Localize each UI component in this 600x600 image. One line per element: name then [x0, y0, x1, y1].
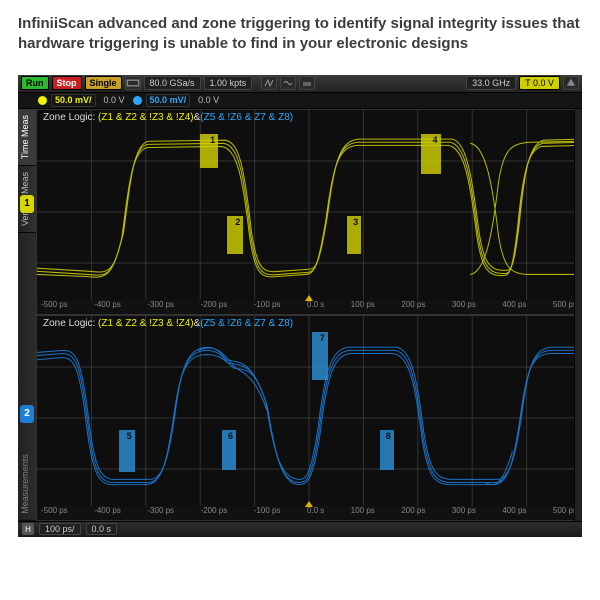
side-tab-strip: Time Meas Vertical Meas Measurements: [18, 109, 36, 521]
tab-measurements[interactable]: Measurements: [18, 233, 36, 521]
ch2-ground-marker[interactable]: 2: [20, 405, 34, 423]
memory-depth-readout: 1.00 kpts: [204, 76, 253, 90]
waveform-svg-ch1: [37, 110, 581, 314]
horizontal-label-icon: H: [22, 523, 34, 535]
tab-time-meas[interactable]: Time Meas: [18, 109, 36, 166]
waveform-area: Zone Logic: (Z1 & Z2 & !Z3 & !Z4)&(Z5 & …: [36, 109, 582, 521]
run-button[interactable]: Run: [21, 76, 49, 90]
page-description: InfiniiScan advanced and zone triggering…: [0, 0, 600, 63]
zone-logic-readout-bottom: Zone Logic: (Z1 & Z2 & !Z3 & !Z4)&(Z5 & …: [43, 318, 293, 329]
waveform-svg-ch2: [37, 316, 581, 520]
zoom-icon[interactable]: [299, 76, 315, 90]
zone-logic-readout-top: Zone Logic: (Z1 & Z2 & !Z3 & !Z4)&(Z5 & …: [43, 112, 293, 123]
single-button[interactable]: Single: [85, 76, 122, 90]
sample-rate-readout: 80.0 GSa/s: [144, 76, 201, 90]
ch2-scale[interactable]: 50.0 mV/: [146, 94, 191, 107]
waveform-panel-ch2[interactable]: Zone Logic: (Z1 & Z2 & !Z3 & !Z4)&(Z5 & …: [36, 315, 582, 521]
time-axis-top: -500 ps-400 ps-300 ps-200 ps-100 ps0.0 s…: [37, 300, 581, 314]
zone-5[interactable]: 5: [119, 430, 135, 472]
oscilloscope-window: Run Stop Single 80.0 GSa/s 1.00 kpts 33.…: [18, 75, 582, 537]
roll-icon[interactable]: [280, 76, 296, 90]
zone-2[interactable]: 2: [227, 216, 243, 254]
channel-settings-bar: 50.0 mV/ 0.0 V 50.0 mV/ 0.0 V: [18, 93, 582, 109]
ch2-indicator-icon[interactable]: [133, 96, 142, 105]
trigger-setup-icon[interactable]: [563, 76, 579, 90]
delay-readout[interactable]: 0.0 s: [86, 523, 118, 535]
ch1-indicator-icon[interactable]: [38, 96, 47, 105]
waveform-panel-ch1[interactable]: Zone Logic: (Z1 & Z2 & !Z3 & !Z4)&(Z5 & …: [36, 109, 582, 315]
zone-7[interactable]: 7: [312, 332, 328, 380]
bandwidth-readout: 33.0 GHz: [466, 76, 516, 90]
interpolation-icon[interactable]: [261, 76, 277, 90]
ch1-ground-marker[interactable]: 1: [20, 195, 34, 213]
zone-6[interactable]: 6: [222, 430, 236, 470]
stop-button[interactable]: Stop: [52, 76, 82, 90]
zone-8[interactable]: 8: [380, 430, 394, 470]
time-axis-bottom: -500 ps-400 ps-300 ps-200 ps-100 ps0.0 s…: [37, 506, 581, 520]
main-toolbar: Run Stop Single 80.0 GSa/s 1.00 kpts 33.…: [18, 75, 582, 93]
zone-4[interactable]: 4: [421, 134, 441, 174]
ch1-offset[interactable]: 0.0 V: [100, 95, 129, 105]
acquisition-icon[interactable]: [125, 76, 141, 90]
right-scrollbar[interactable]: [574, 109, 582, 521]
status-bar: H 100 ps/ 0.0 s: [18, 521, 582, 537]
zone-1[interactable]: 1: [200, 134, 218, 168]
trigger-position-marker-top[interactable]: [305, 295, 313, 301]
zone-3[interactable]: 3: [347, 216, 361, 254]
trigger-position-marker-bottom[interactable]: [305, 501, 313, 507]
ch1-scale[interactable]: 50.0 mV/: [51, 94, 96, 107]
ch2-offset[interactable]: 0.0 V: [194, 95, 223, 105]
timebase-readout[interactable]: 100 ps/: [39, 523, 81, 535]
trigger-level-readout[interactable]: T 0.0 V: [519, 76, 560, 90]
